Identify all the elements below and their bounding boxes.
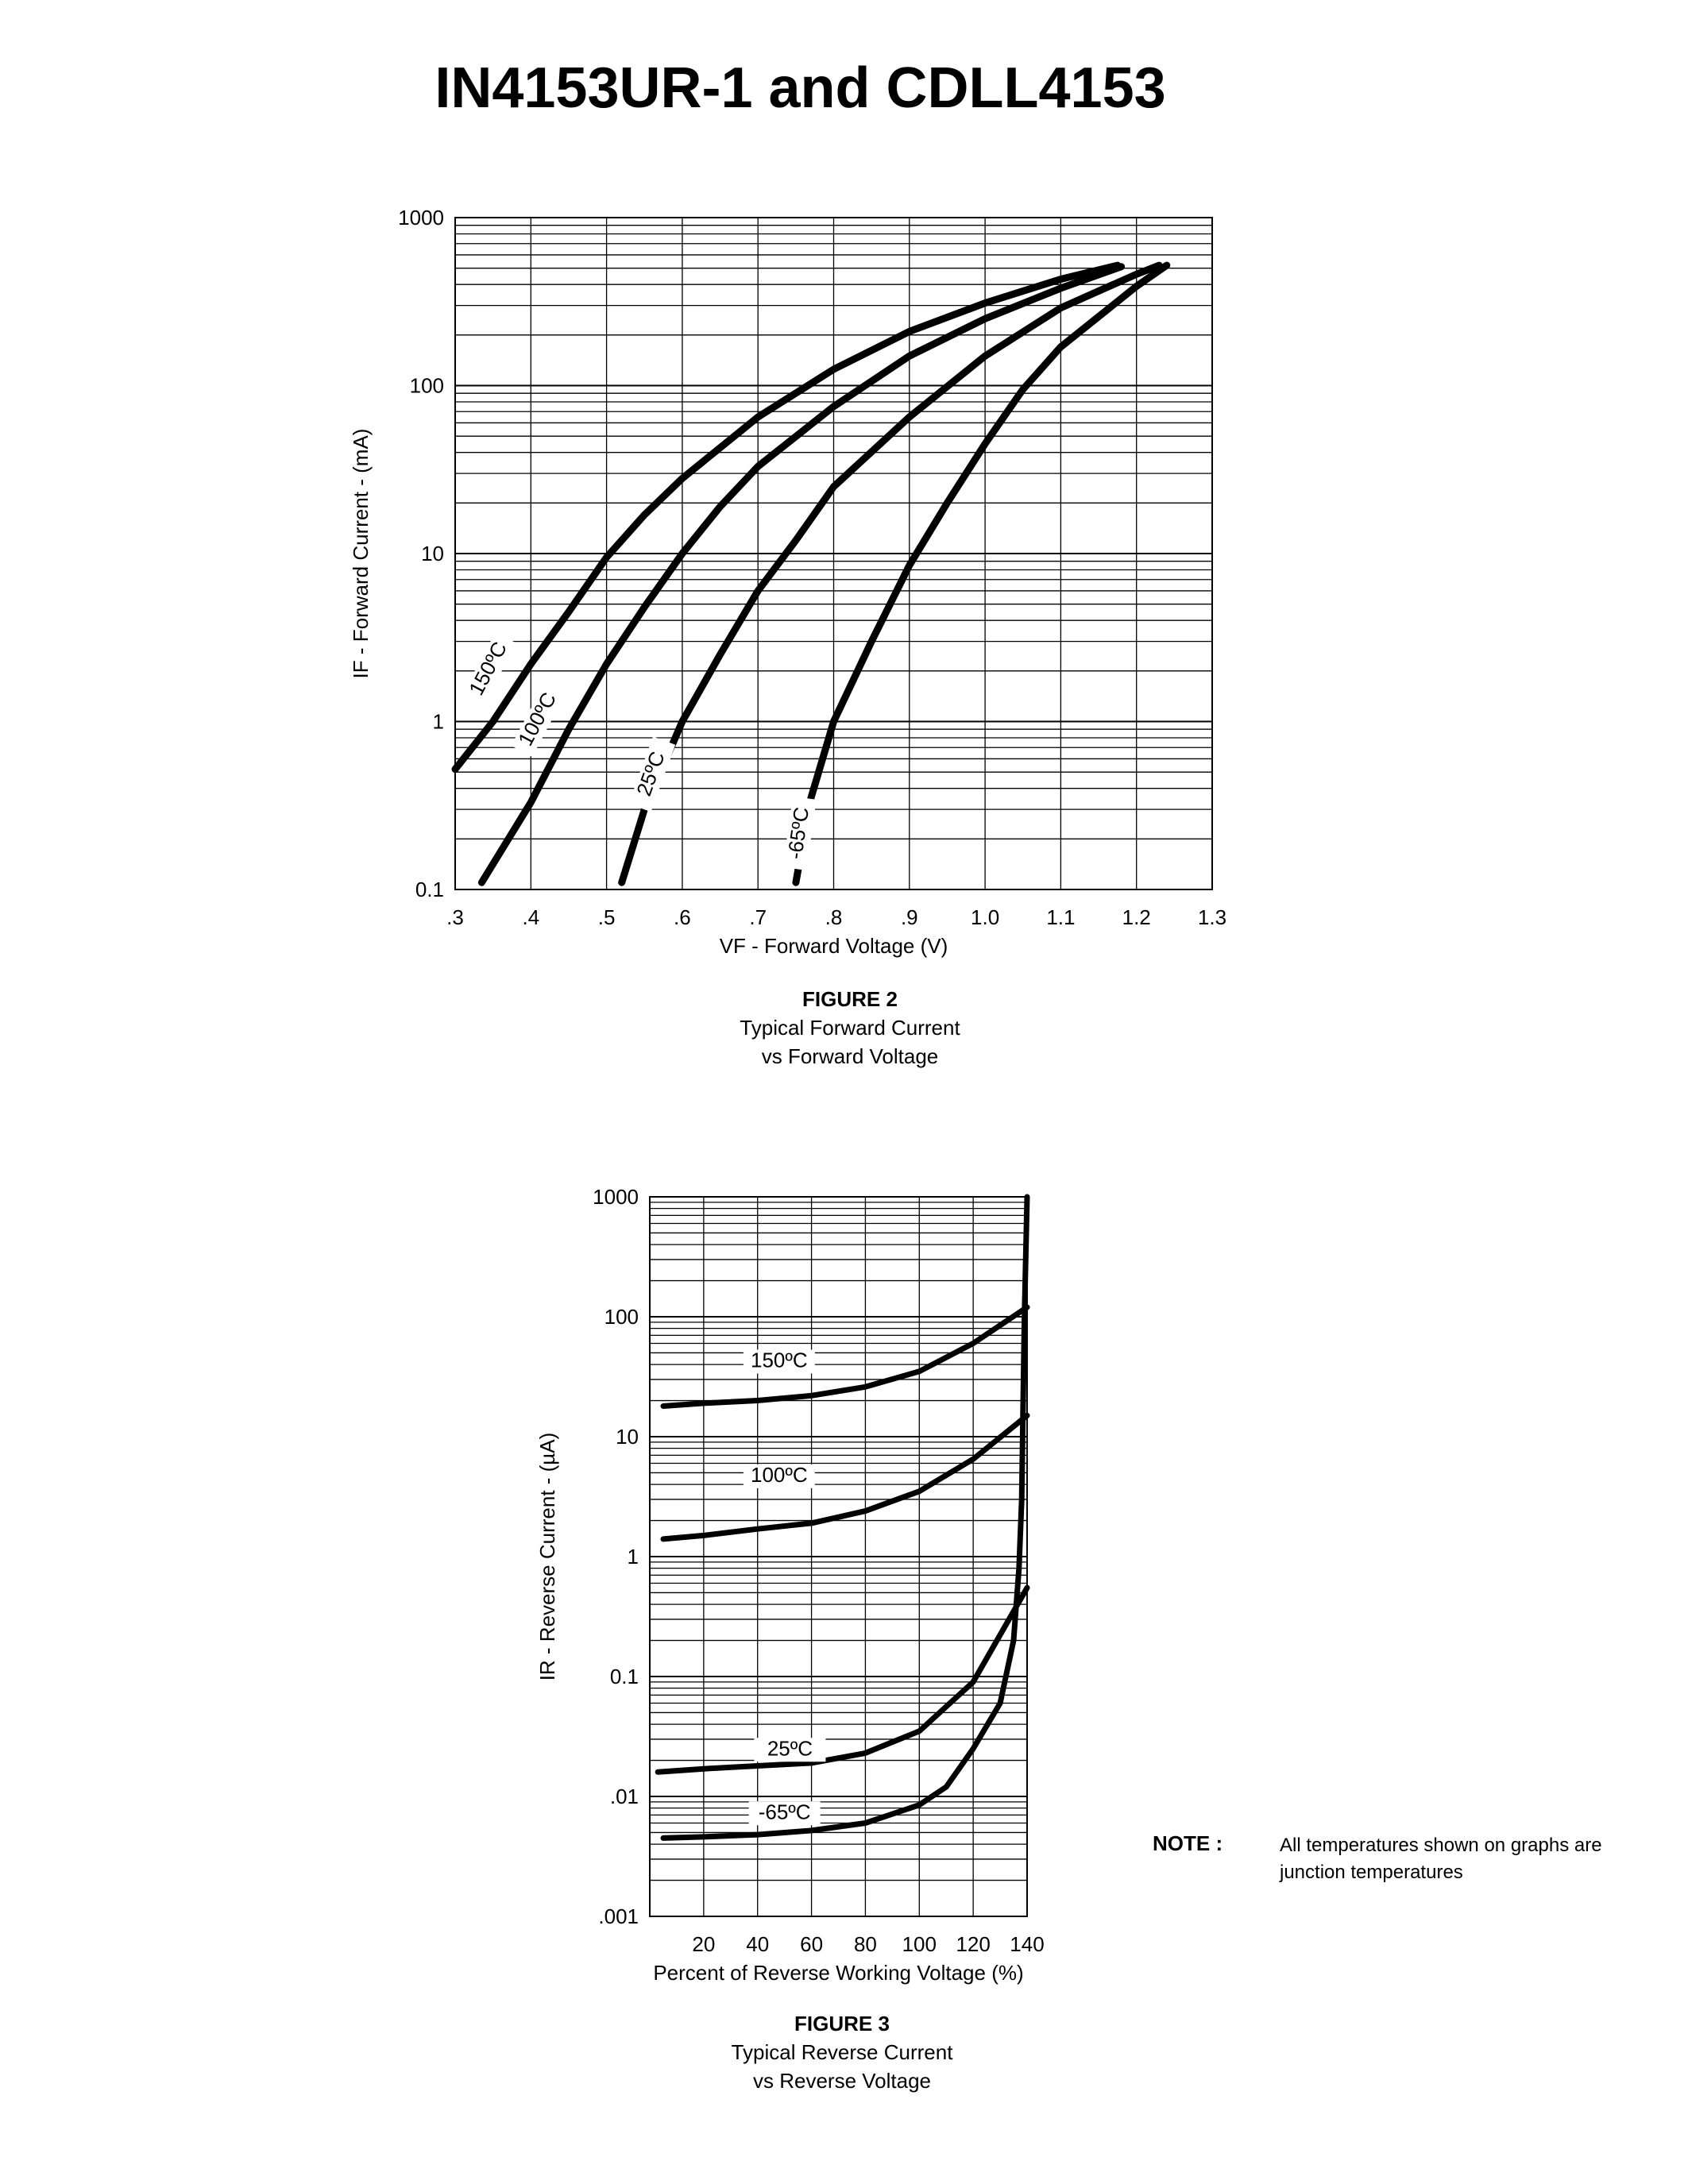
series-line-100C [477,263,1126,886]
figure-2-caption-line: vs Forward Voltage [761,1044,939,1068]
series-label: 25ºC [767,1736,813,1760]
x-tick-label: 100 [902,1932,937,1956]
series-line-150C [451,261,1122,774]
series-line-25C [618,261,1163,886]
x-tick-label: 1.0 [971,905,999,929]
series-line-150C [660,1304,1030,1409]
y-tick-label: 100 [410,374,444,398]
figure-3-caption-line: Typical Reverse Current [731,2040,953,2064]
note-text: All temperatures shown on graphs are jun… [1280,1832,1602,1886]
series-line--65C [660,1194,1030,1841]
y-tick-label: 0.1 [610,1665,639,1688]
x-axis-label: Percent of Reverse Working Voltage (%) [653,1961,1023,1985]
series-label: 100ºC [513,689,561,750]
series-line--65C [792,261,1171,886]
x-tick-label: .5 [598,905,616,929]
y-tick-label: 10 [421,542,444,565]
x-tick-label: .4 [522,905,539,929]
series-label-background [754,1738,826,1762]
figure-3-caption-line: vs Reverse Voltage [752,2069,931,2093]
plot-frame [649,1196,1028,1917]
series-label-background [462,631,517,707]
x-tick-label: 140 [1010,1932,1044,1956]
x-tick-label: 80 [854,1932,877,1956]
x-tick-label: 60 [800,1932,823,1956]
figure-3-caption: FIGURE 3 Typical Reverse Current vs Reve… [675,2009,1009,2095]
x-tick-label: 1.3 [1198,905,1226,929]
x-tick-label: 40 [746,1932,769,1956]
series-label-background [628,736,676,812]
y-axis-label: IF - Forward Current - (mA) [349,429,373,679]
y-tick-label: 1 [433,710,444,734]
x-tick-label: 120 [956,1932,990,1956]
series-label-background [743,1464,815,1488]
x-tick-label: .7 [749,905,767,929]
series-line-25C [655,1584,1030,1775]
x-tick-label: .9 [901,905,918,929]
series-label-background [782,796,817,870]
y-tick-label: 0.1 [415,878,444,901]
figure-2-number: FIGURE 2 [802,987,898,1011]
x-tick-label: 1.1 [1046,905,1075,929]
note-line: junction temperatures [1280,1862,1463,1883]
series-label-background [748,1801,821,1826]
series-label: -65ºC [759,1800,811,1823]
figure-2-caption: FIGURE 2 Typical Forward Current vs Forw… [683,985,1017,1071]
y-tick-label: 1 [628,1545,639,1569]
x-tick-label: .6 [674,905,691,929]
x-tick-label: 1.2 [1122,905,1151,929]
y-tick-label: 100 [605,1305,639,1329]
series-label: 150ºC [751,1348,808,1372]
plot-frame [454,217,1213,890]
series-line-100C [660,1412,1030,1542]
figure-2-caption-line: Typical Forward Current [740,1016,960,1040]
figure-3-number: FIGURE 3 [794,2012,890,2035]
page-title: IN4153UR-1 and CDLL4153 [435,56,1166,120]
y-tick-label: .001 [598,1904,639,1928]
x-tick-label: 20 [692,1932,715,1956]
y-axis-label: IR - Reverse Current - (µA) [535,1433,559,1681]
note-line: All temperatures shown on graphs are [1280,1835,1602,1856]
series-label: 100ºC [751,1463,808,1487]
y-tick-label: 1000 [593,1185,639,1209]
series-label-background [743,1349,815,1374]
y-tick-label: 10 [616,1425,639,1449]
x-tick-label: .3 [446,905,464,929]
note-label: NOTE : [1153,1831,1223,1855]
series-label: 150ºC [464,638,512,699]
x-tick-label: .8 [825,905,843,929]
y-tick-label: .01 [610,1785,639,1808]
y-tick-label: 1000 [398,206,444,230]
x-axis-label: VF - Forward Voltage (V) [720,934,948,958]
series-label-background [511,682,566,757]
